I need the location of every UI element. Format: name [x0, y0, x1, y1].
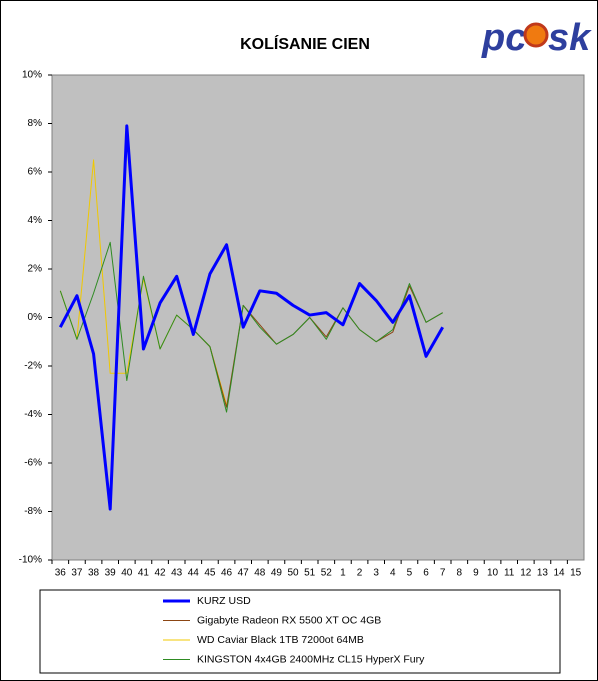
- x-tick-label: 36: [55, 568, 67, 579]
- x-tick-label: 12: [520, 568, 532, 579]
- x-tick-label: 10: [487, 568, 499, 579]
- y-tick-label: -8%: [24, 506, 42, 517]
- logo-right: sk: [548, 17, 592, 59]
- x-tick-label: 52: [321, 568, 333, 579]
- y-tick-label: 0%: [28, 312, 43, 323]
- x-tick-label: 38: [88, 568, 100, 579]
- legend-label: WD Caviar Black 1TB 7200ot 64MB: [197, 634, 364, 646]
- plot-area: [51, 74, 585, 561]
- x-tick-label: 7: [440, 568, 446, 579]
- x-tick-label: 42: [155, 568, 167, 579]
- x-tick-label: 8: [457, 568, 463, 579]
- x-tick-label: 49: [271, 568, 283, 579]
- x-tick-label: 39: [105, 568, 117, 579]
- legend-label: KINGSTON 4x4GB 2400MHz CL15 HyperX Fury: [197, 653, 425, 665]
- x-tick-label: 45: [204, 568, 216, 579]
- x-tick-label: 40: [121, 568, 133, 579]
- x-tick-label: 2: [357, 568, 363, 579]
- legend-label: Gigabyte Radeon RX 5500 XT OC 4GB: [197, 614, 381, 626]
- y-tick-label: 10%: [22, 70, 42, 81]
- y-tick-label: 2%: [28, 264, 43, 275]
- logo: pc sk: [481, 17, 592, 59]
- y-tick-label: 4%: [28, 215, 43, 226]
- y-tick-label: -2%: [24, 361, 42, 372]
- x-tick-label: 47: [238, 568, 250, 579]
- y-tick-label: -4%: [24, 409, 42, 420]
- series-line: [58, 124, 444, 511]
- chart-title: KOLÍSANIE CIEN: [240, 34, 370, 53]
- x-tick-label: 5: [407, 568, 413, 579]
- x-tick-label: 46: [221, 568, 233, 579]
- x-tick-label: 6: [423, 568, 429, 579]
- logo-left: pc: [481, 17, 526, 59]
- x-tick-label: 11: [504, 568, 515, 579]
- logo-flame: [523, 22, 549, 48]
- x-tick-label: 9: [473, 568, 479, 579]
- series-line: [59, 241, 443, 413]
- y-tick-label: -10%: [19, 555, 42, 566]
- x-tick-label: 37: [71, 568, 83, 579]
- y-tick-label: 6%: [28, 167, 43, 178]
- x-tick-label: 1: [340, 568, 346, 579]
- y-tick-label: 8%: [28, 118, 43, 129]
- legend-label: KURZ USD: [197, 595, 251, 607]
- x-tick-label: 50: [288, 568, 300, 579]
- x-tick-label: 13: [537, 568, 549, 579]
- x-tick-label: 15: [570, 568, 582, 579]
- x-tick-label: 41: [138, 568, 150, 579]
- y-tick-label: -6%: [24, 458, 42, 469]
- x-tick-label: 48: [254, 568, 266, 579]
- x-tick-label: 3: [373, 568, 379, 579]
- x-tick-label: 51: [304, 568, 316, 579]
- x-tick-label: 14: [554, 568, 566, 579]
- legend: [39, 589, 561, 674]
- x-tick-label: 44: [188, 568, 200, 579]
- x-tick-label: 43: [171, 568, 183, 579]
- x-tick-label: 4: [390, 568, 396, 579]
